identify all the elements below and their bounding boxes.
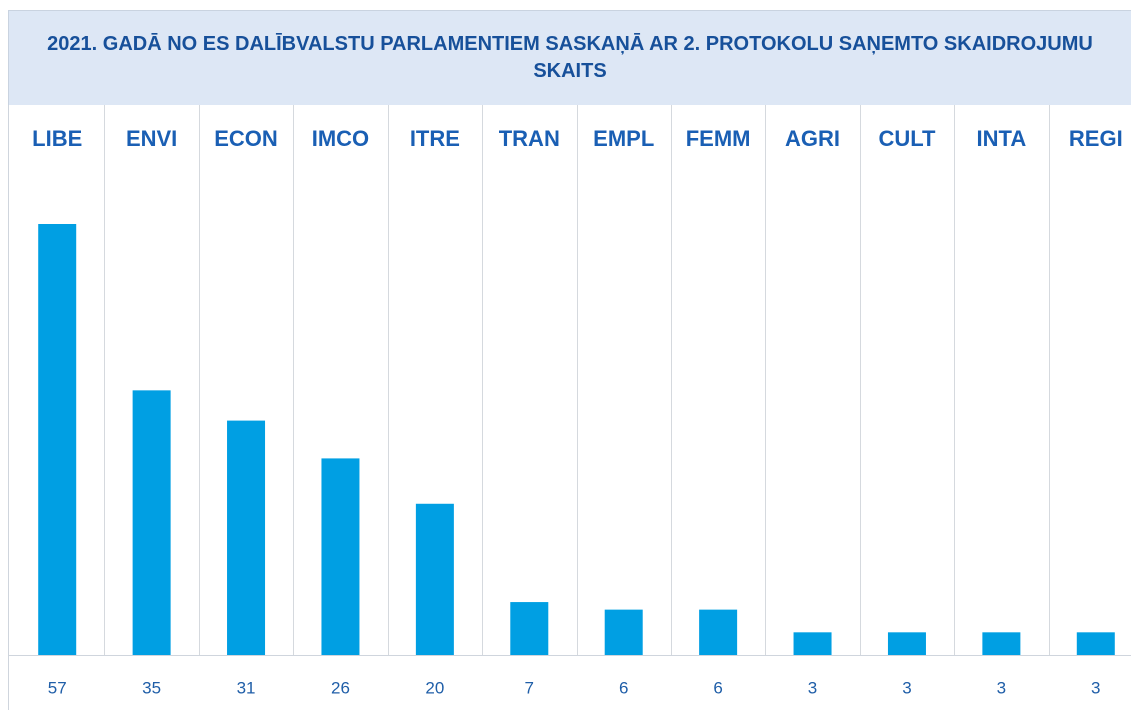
value-label: 6 (713, 678, 722, 697)
category-label: TRAN (499, 126, 560, 151)
category-label: REGI (1069, 126, 1123, 151)
bar (887, 632, 926, 655)
bar (321, 458, 360, 655)
value-label: 57 (48, 678, 67, 697)
value-label: 26 (331, 678, 350, 697)
bar (1076, 632, 1115, 655)
category-label: LIBE (32, 126, 82, 151)
category-label: IMCO (312, 126, 369, 151)
category-label: ITRE (410, 126, 460, 151)
value-label: 7 (525, 678, 534, 697)
bar (510, 602, 549, 655)
category-label: EMPL (593, 126, 654, 151)
bar (415, 503, 454, 655)
chart-title: 2021. GADĀ NO ES DALĪBVALSTU PARLAMENTIE… (47, 33, 1093, 82)
value-label: 35 (142, 678, 161, 697)
bar (793, 632, 832, 655)
category-label: FEMM (686, 126, 751, 151)
value-label: 31 (237, 678, 256, 697)
category-label: AGRI (785, 126, 840, 151)
value-label: 3 (902, 678, 911, 697)
value-label: 3 (1091, 678, 1100, 697)
bar (132, 390, 171, 655)
bar (38, 224, 77, 655)
value-label: 20 (425, 678, 444, 697)
category-label: ECON (214, 126, 278, 151)
value-label: 3 (997, 678, 1006, 697)
category-label: CULT (878, 126, 936, 151)
category-label: INTA (977, 126, 1027, 151)
bar (982, 632, 1021, 655)
bar (604, 609, 643, 655)
bar (227, 420, 266, 655)
bar (699, 609, 738, 655)
category-label: ENVI (126, 126, 177, 151)
value-label: 6 (619, 678, 628, 697)
header: 2021. GADĀ NO ES DALĪBVALSTU PARLAMENTIE… (8, 10, 1131, 105)
value-label: 3 (808, 678, 817, 697)
